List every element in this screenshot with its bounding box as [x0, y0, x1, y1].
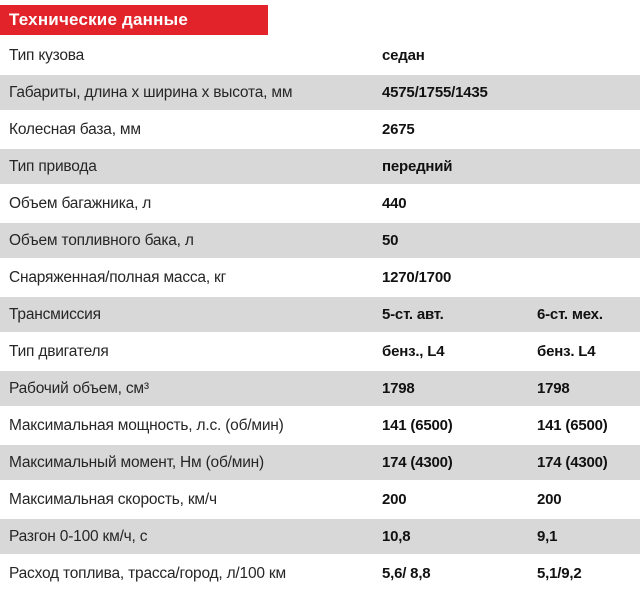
spec-row: Максимальная мощность, л.с. (об/мин) 141 …: [0, 408, 640, 443]
spec-row: Тип привода передний: [0, 149, 640, 184]
spec-label: Объем топливного бака, л: [9, 231, 194, 249]
spec-row: Габариты, длина х ширина х высота, мм 457…: [0, 75, 640, 110]
spec-row: Трансмиссия 5-ст. авт. 6-ст. мех.: [0, 297, 640, 332]
spec-value-primary: 10,8: [382, 528, 411, 545]
spec-value-secondary: 9,1: [537, 528, 558, 545]
spec-value-secondary: 5,1/9,2: [537, 565, 582, 582]
spec-value-primary: 2675: [382, 121, 415, 138]
spec-value-primary: 200: [382, 491, 407, 508]
spec-value-primary: 5,6/ 8,8: [382, 565, 431, 582]
spec-row: Объем багажника, л 440: [0, 186, 640, 221]
spec-label: Рабочий объем, см³: [9, 379, 149, 397]
spec-value-primary: седан: [382, 47, 425, 64]
spec-label: Трансмиссия: [9, 305, 101, 323]
spec-value-secondary: 200: [537, 491, 562, 508]
spec-label: Разгон 0-100 км/ч, с: [9, 527, 148, 545]
spec-label: Расход топлива, трасса/город, л/100 км: [9, 564, 286, 582]
spec-row: Максимальная скорость, км/ч 200 200: [0, 482, 640, 517]
spec-label: Габариты, длина х ширина х высота, мм: [9, 83, 293, 101]
spec-label: Тип кузова: [9, 46, 85, 64]
spec-label: Колесная база, мм: [9, 120, 141, 138]
spec-rows: Тип кузова седан Габариты, длина х ширина …: [0, 38, 640, 591]
spec-row: Тип кузова седан: [0, 38, 640, 73]
spec-row: Расход топлива, трасса/город, л/100 км 5,…: [0, 556, 640, 591]
table-title-bar: Технические данные: [0, 5, 268, 35]
spec-value-primary: 1798: [382, 380, 415, 397]
spec-row: Тип двигателя бенз., L4 бенз. L4: [0, 334, 640, 369]
spec-value-secondary: 6-ст. мех.: [537, 306, 603, 323]
spec-row: Рабочий объем, см³ 1798 1798: [0, 371, 640, 406]
spec-row: Снаряженная/полная масса, кг 1270/1700: [0, 260, 640, 295]
spec-row: Максимальный момент, Нм (об/мин) 174 (430…: [0, 445, 640, 480]
spec-value-secondary: 174 (4300): [537, 454, 608, 471]
spec-label: Максимальная скорость, км/ч: [9, 490, 217, 508]
spec-value-secondary: 1798: [537, 380, 570, 397]
spec-value-primary: 4575/1755/1435: [382, 84, 488, 101]
spec-value-primary: 5-ст. авт.: [382, 306, 444, 323]
spec-value-primary: 141 (6500): [382, 417, 453, 434]
spec-value-primary: бенз., L4: [382, 343, 445, 360]
spec-value-primary: 440: [382, 195, 407, 212]
spec-row: Колесная база, мм 2675: [0, 112, 640, 147]
spec-row: Разгон 0-100 км/ч, с 10,8 9,1: [0, 519, 640, 554]
spec-label: Тип двигателя: [9, 342, 109, 360]
spec-value-primary: 174 (4300): [382, 454, 453, 471]
spec-label: Максимальный момент, Нм (об/мин): [9, 453, 264, 471]
spec-label: Максимальная мощность, л.с. (об/мин): [9, 416, 284, 434]
spec-label: Снаряженная/полная масса, кг: [9, 268, 227, 286]
spec-value-secondary: бенз. L4: [537, 343, 596, 360]
spec-value-primary: 50: [382, 232, 399, 249]
spec-value-secondary: 141 (6500): [537, 417, 608, 434]
spec-row: Объем топливного бака, л 50: [0, 223, 640, 258]
spec-label: Тип привода: [9, 157, 97, 175]
table-title: Технические данные: [9, 10, 188, 29]
spec-value-primary: 1270/1700: [382, 269, 452, 286]
spec-label: Объем багажника, л: [9, 194, 152, 212]
spec-value-primary: передний: [382, 158, 453, 175]
